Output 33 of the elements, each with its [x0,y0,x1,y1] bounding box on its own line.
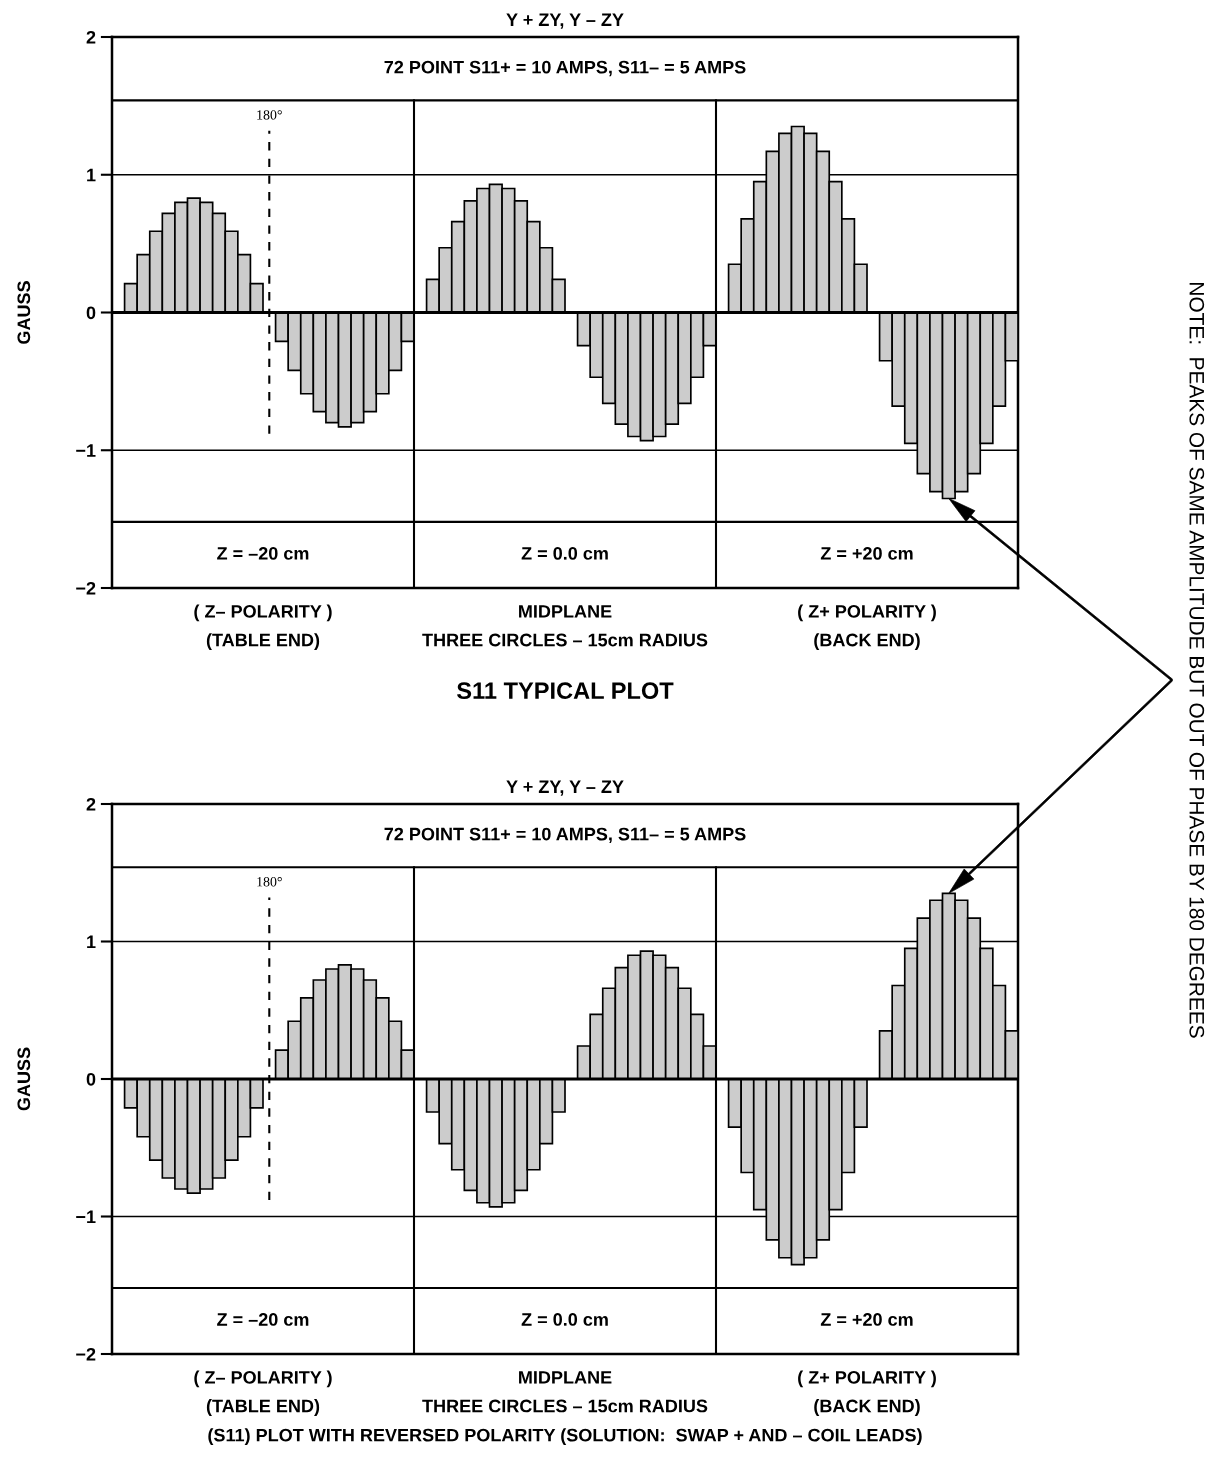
y-tick-label: 0 [86,306,96,320]
text: S11 TYPICAL PLOT [456,682,674,700]
y-tick-label: 2 [86,30,96,44]
annotation: Z = 0.0 cm [521,1313,608,1326]
y-tick-label: −2 [76,581,96,595]
y-tick-label: −1 [76,444,96,457]
y-tick-label: 1 [87,935,96,949]
chart-title: Y + ZY, Y – ZY [506,780,624,796]
annotation: Z = +20 cm [820,1313,913,1326]
text: 72 POINT S11+ = 10 AMPS, S11– = 5 AMPS [384,60,746,77]
annotation: Z = +20 cm [820,547,913,560]
annotation: Z = –20 cm [217,1313,309,1326]
annotation: 180° [257,110,282,120]
y-tick-label: 2 [86,797,96,811]
annotation: Z = 0.0 cm [521,547,608,560]
annotation: 180° [257,877,282,887]
text: ( Z+ POLARITY ) (BACK END) [798,1370,936,1416]
text: MIDPLANE THREE CIRCLES – 15cm RADIUS [422,1371,708,1413]
text: (S11) PLOT WITH REVERSED POLARITY (SOLUTION: SWAP + AND – COIL LEADS) [208,1428,922,1446]
y-axis-title: GAUSS [17,281,31,344]
text: 72 POINT S11+ = 10 AMPS, S11– = 5 AMPS [384,827,746,844]
text: ( Z– POLARITY ) (TABLE END) [194,1370,332,1416]
text: ( Z+ POLARITY ) (BACK END) [798,604,936,650]
y-tick-label: 1 [87,168,96,182]
text: MIDPLANE THREE CIRCLES – 15cm RADIUS [422,605,708,647]
y-tick-label: −2 [76,1347,96,1361]
y-axis-title: GAUSS [17,1047,31,1111]
text: NOTE: PEAKS OF SAME AMPLITUDE BUT OUT OF PHASE BY 180 DEGREES [1189,283,1205,1038]
annotation: Z = –20 cm [217,547,309,560]
text: ( Z– POLARITY ) (TABLE END) [194,604,332,650]
chart-title: Y + ZY, Y – ZY [506,13,624,29]
y-tick-label: −1 [76,1210,96,1224]
y-tick-label: 0 [86,1072,96,1086]
